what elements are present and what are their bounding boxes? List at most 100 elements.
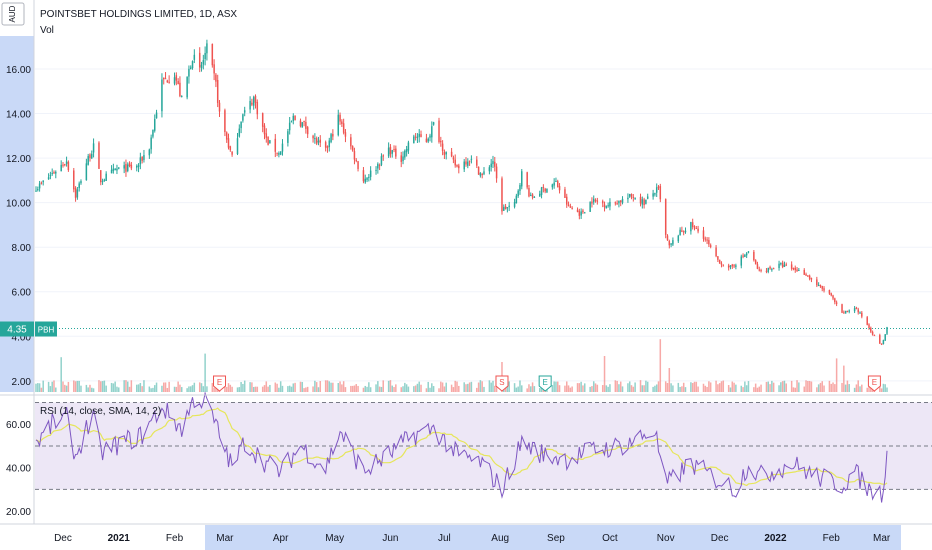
volume-bar: [287, 386, 289, 392]
volume-bar: [305, 387, 307, 392]
volume-bar: [844, 384, 847, 392]
time-tick-label: Mar: [873, 533, 891, 544]
candle-body: [803, 269, 805, 275]
candle-body: [540, 187, 543, 195]
price-tick-label: 4.00: [12, 332, 32, 343]
volume-bar: [458, 385, 460, 392]
candle-body: [515, 195, 518, 204]
candle-body: [243, 110, 246, 113]
volume-bar: [709, 382, 712, 392]
volume-bar: [312, 386, 314, 392]
candle-body: [105, 173, 107, 181]
candle-body: [477, 166, 480, 175]
candle-body: [654, 193, 656, 195]
candle-body: [38, 183, 41, 189]
candle-body: [306, 127, 309, 135]
volume-bar: [790, 380, 793, 392]
event-marker[interactable]: E: [538, 375, 552, 392]
time-tick-label: Dec: [54, 533, 72, 544]
rsi-legend[interactable]: RSI (14, close, SMA, 14, 2): [40, 406, 161, 417]
volume-bar: [745, 385, 748, 392]
candle-body: [92, 143, 95, 153]
candle-body: [89, 154, 91, 159]
candle-body: [664, 199, 667, 235]
price-tick-label: 2.00: [12, 377, 32, 388]
candle-body: [729, 265, 732, 267]
candle-body: [792, 268, 795, 270]
event-marker[interactable]: E: [867, 375, 881, 392]
volume-bar: [681, 386, 683, 392]
candle-body: [242, 114, 244, 121]
event-marker[interactable]: E: [213, 375, 227, 392]
price-axis[interactable]: 16.00 14.00 12.00 10.00 8.00 6.00 4.00 2.00: [6, 65, 31, 388]
time-tick-label: Nov: [657, 533, 675, 544]
candle-body: [413, 136, 415, 144]
volume-bar: [697, 386, 699, 392]
volume-bar: [114, 381, 116, 392]
event-marker[interactable]: S: [495, 375, 509, 392]
volume-bar: [198, 382, 201, 392]
symbol-title[interactable]: POINTSBET HOLDINGS LIMITED, 1D, ASX: [40, 9, 237, 20]
candle-body: [427, 138, 429, 142]
volume-bar: [440, 381, 442, 392]
candle-body: [206, 43, 208, 54]
candle-body: [781, 262, 784, 267]
volume-bar: [483, 386, 485, 392]
candle-body: [150, 137, 152, 150]
candle-body: [452, 157, 455, 160]
candle-body: [229, 146, 232, 151]
volume-legend[interactable]: Vol: [40, 25, 54, 36]
candle-body: [330, 134, 332, 143]
volume-bar: [717, 384, 719, 392]
candle-body: [691, 222, 694, 227]
volume-bar: [880, 388, 883, 392]
volume-bar: [168, 381, 170, 392]
volume-bar: [351, 385, 354, 392]
time-tick-label: Feb: [166, 533, 184, 544]
time-tick-label: May: [325, 533, 344, 544]
candle-body: [91, 153, 93, 159]
candle-body: [324, 142, 327, 148]
volume-bar: [242, 383, 244, 392]
volume-bar: [357, 385, 359, 392]
price-tick-label: 16.00: [6, 65, 31, 76]
candle-body: [227, 138, 230, 148]
currency-badge[interactable]: AUD: [1, 2, 25, 26]
volume-bar: [868, 383, 870, 392]
volume-bar: [251, 382, 253, 392]
candle-body: [708, 240, 710, 245]
candle-body: [314, 138, 316, 140]
volume-bar: [60, 357, 62, 392]
volume-bar: [263, 385, 266, 392]
candle-body: [341, 121, 343, 124]
candle-body: [558, 186, 561, 191]
candle-body: [576, 209, 579, 212]
candle-body: [565, 196, 568, 205]
candle-body: [51, 173, 53, 175]
volume-bar: [224, 383, 226, 392]
time-tick-label: Dec: [711, 533, 729, 544]
volume-bar: [400, 387, 402, 392]
volume-bar: [691, 383, 694, 392]
candle-body: [679, 229, 681, 236]
candle-body: [67, 161, 70, 171]
time-tick-label: Feb: [823, 533, 841, 544]
volume-bar: [603, 356, 606, 392]
volume-bar: [477, 382, 480, 392]
volume-bar: [576, 383, 579, 392]
rsi-axis[interactable]: 60.00 40.00 20.00: [6, 420, 31, 518]
candle-body: [387, 147, 390, 157]
candle-body: [571, 207, 573, 209]
time-axis[interactable]: Dec 2021 Feb Mar Apr May Jun Jul Aug Sep Oct Nov Dec…: [54, 533, 891, 544]
volume-bar: [817, 384, 820, 392]
candle-body: [431, 126, 433, 138]
volume-bar: [819, 382, 822, 392]
volume-bar: [150, 388, 152, 392]
volume-bar: [164, 382, 167, 392]
price-pane: [35, 39, 932, 392]
volume-bar: [254, 386, 257, 392]
candle-body: [715, 247, 717, 257]
volume-bar: [317, 387, 320, 392]
volume-bar: [643, 385, 645, 392]
